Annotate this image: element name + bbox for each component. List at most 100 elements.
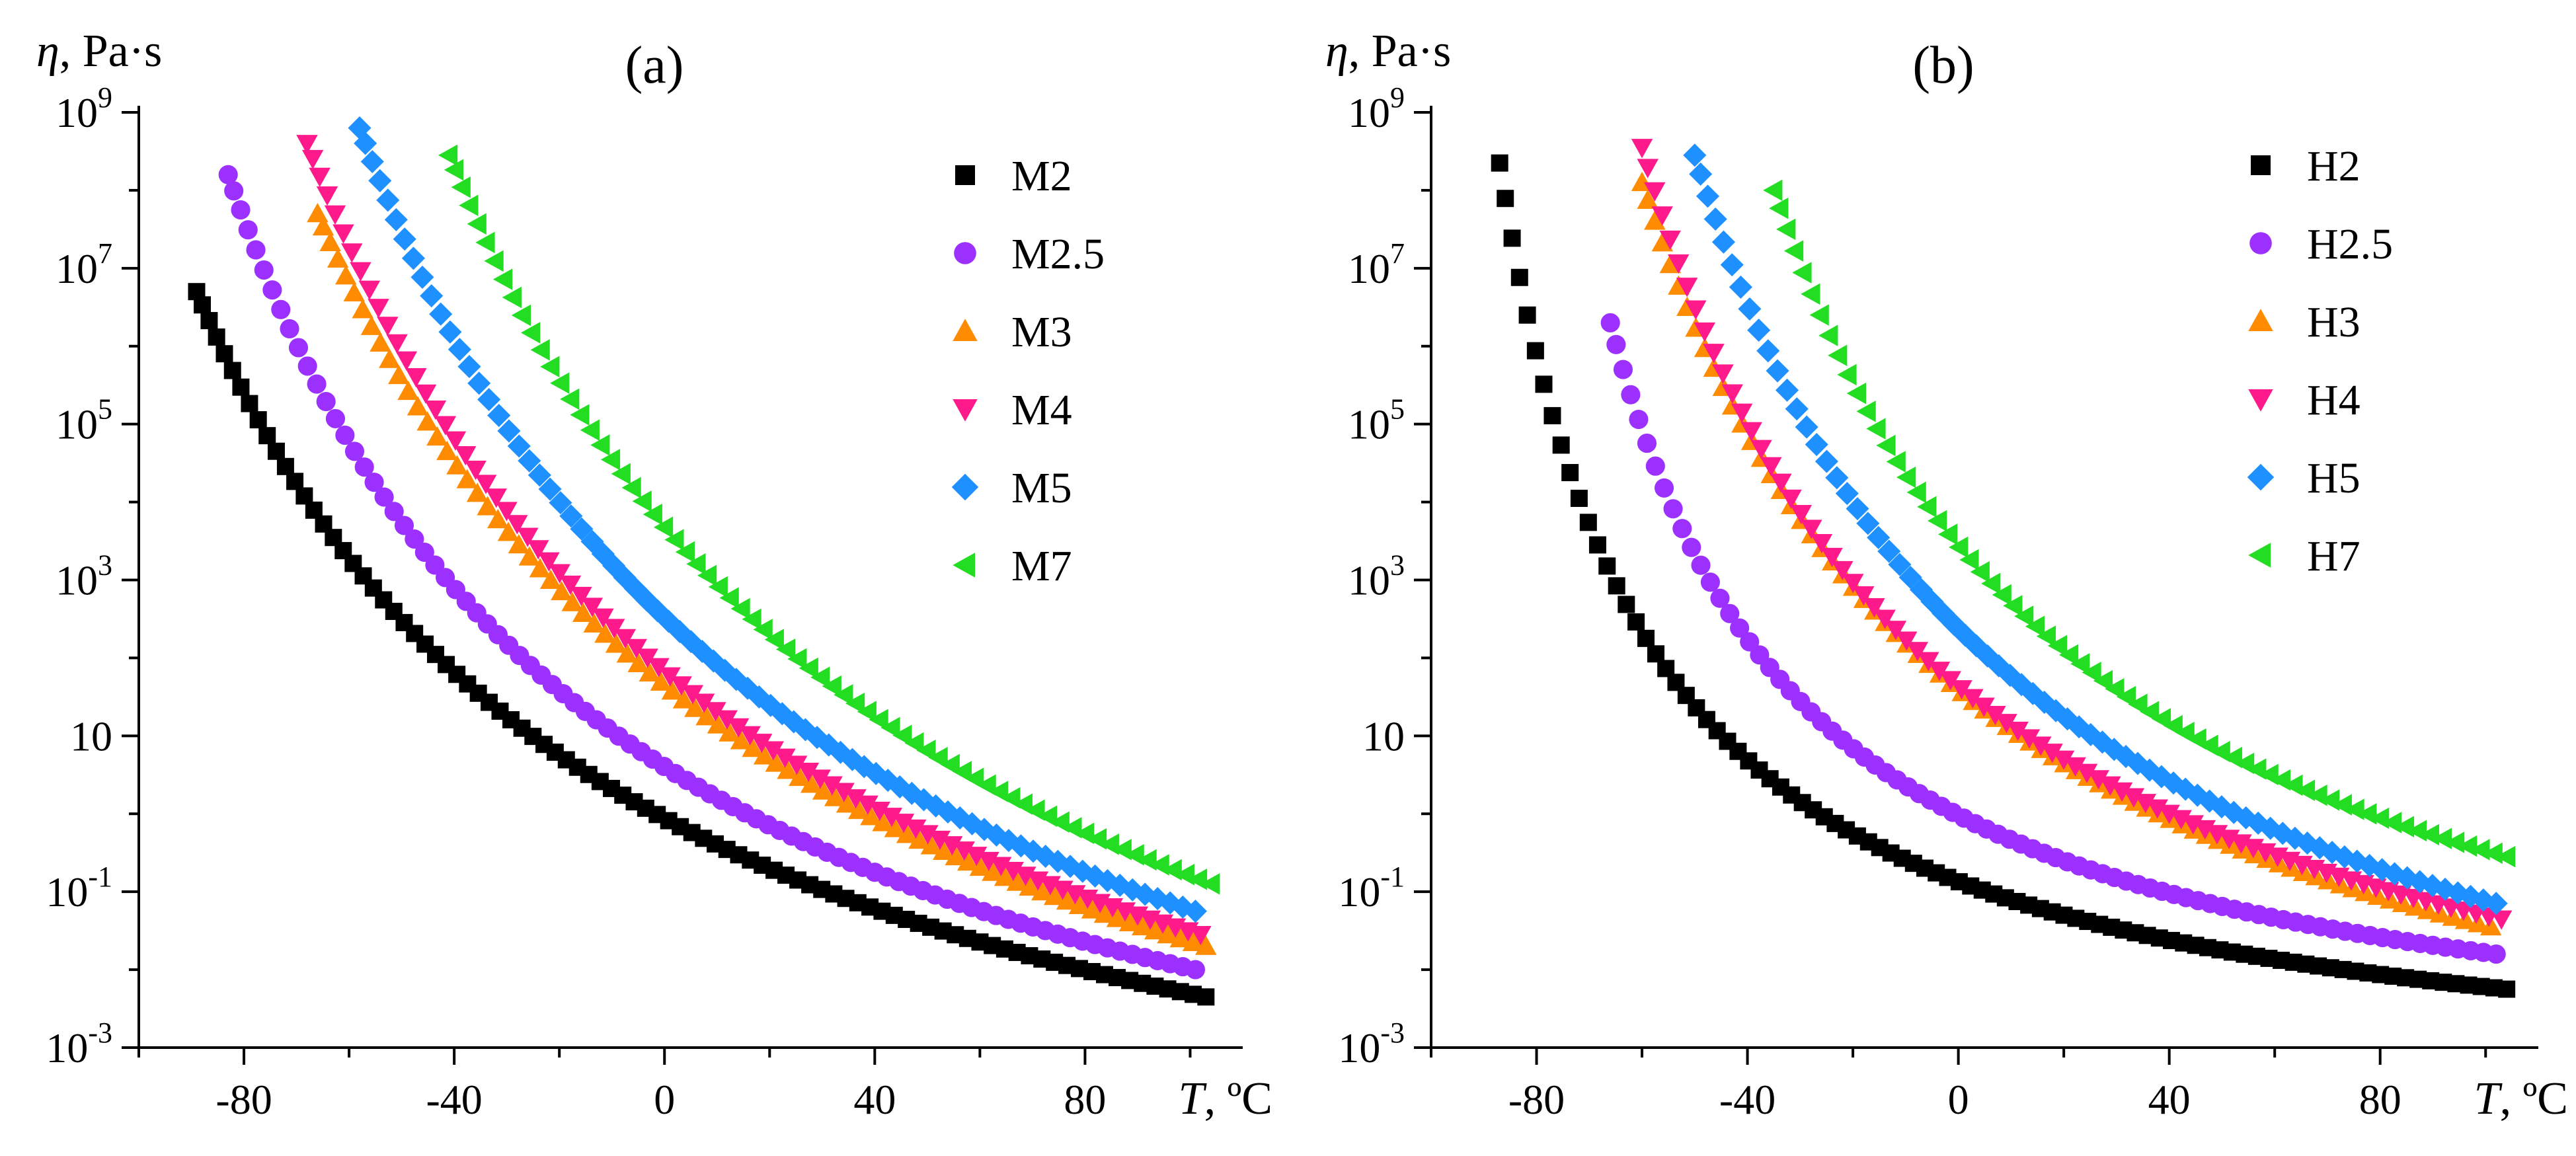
data-point: [2170, 810, 2192, 829]
y-tick-label: 103: [56, 549, 112, 604]
data-point: [1949, 536, 1969, 559]
data-point: [653, 516, 674, 538]
panel-label: (b): [1912, 36, 1974, 95]
data-point: [560, 388, 580, 410]
data-point: [538, 552, 560, 572]
data-point: [502, 286, 522, 309]
data-point: [393, 227, 416, 251]
data-point: [2394, 816, 2415, 837]
data-point: [1846, 497, 1869, 521]
data-point: [892, 724, 912, 746]
data-point: [822, 675, 841, 697]
data-point: [1756, 339, 1780, 363]
data-point: [246, 240, 266, 260]
data-point: [892, 814, 915, 833]
data-point: [1144, 920, 1166, 940]
data-point: [407, 396, 429, 416]
data-point: [376, 188, 400, 212]
data-point: [2194, 820, 2216, 840]
data-point: [643, 504, 662, 525]
data-point: [1928, 510, 1947, 532]
data-point: [1828, 344, 1848, 366]
data-point: [1981, 572, 2001, 595]
data-point: [1637, 159, 1659, 178]
data-point: [2146, 799, 2168, 819]
data-point: [693, 693, 715, 713]
data-point: [765, 752, 787, 772]
data-point: [2382, 812, 2402, 833]
data-point: [753, 745, 775, 765]
data-point: [477, 496, 498, 516]
data-point: [845, 692, 865, 714]
data-point: [539, 569, 562, 589]
data-point: [286, 473, 304, 490]
data-point: [2498, 980, 2516, 998]
data-point: [529, 558, 551, 578]
data-point: [335, 265, 357, 285]
data-point: [2432, 828, 2452, 850]
data-point: [1790, 505, 1813, 525]
data-point: [1877, 539, 1901, 563]
data-point: [1984, 705, 2006, 726]
legend-label: H2.5: [2307, 220, 2393, 268]
data-point: [632, 490, 652, 512]
data-point: [1730, 618, 1750, 638]
x-tick-label: 80: [2359, 1076, 2401, 1123]
data-point: [742, 608, 761, 631]
data-point: [1621, 385, 1641, 405]
data-point: [477, 387, 501, 412]
data-point: [559, 575, 582, 596]
data-point: [1721, 384, 1743, 404]
data-point: [368, 299, 389, 319]
data-point: [2396, 866, 2419, 890]
data-point: [2479, 915, 2502, 936]
data-point: [637, 648, 658, 668]
y-tick-exponent: 9: [98, 81, 112, 114]
data-point: [1846, 382, 1867, 405]
data-point: [1002, 861, 1024, 882]
data-point: [1769, 197, 1789, 219]
legend-marker: [2248, 309, 2273, 331]
data-point: [354, 457, 374, 477]
data-point: [857, 701, 877, 722]
data-point: [1006, 871, 1029, 891]
data-point: [1766, 359, 1789, 383]
data-point: [800, 773, 822, 793]
legend-label: M4: [1011, 386, 1072, 434]
data-point: [1712, 364, 1734, 384]
data-point: [1853, 586, 1875, 606]
data-point: [1959, 549, 1979, 571]
data-point: [2076, 763, 2098, 783]
data-point: [2355, 882, 2376, 902]
data-point: [550, 372, 570, 394]
data-point: [1918, 652, 1939, 672]
data-point: [1552, 436, 1570, 454]
data-point: [397, 380, 419, 401]
x-tick-label: 40: [2148, 1076, 2191, 1123]
data-point: [2056, 707, 2080, 731]
y-axis-symbol: η: [36, 26, 59, 77]
data-point: [1131, 915, 1153, 936]
data-point: [1776, 218, 1796, 241]
y-tick-exponent: 5: [1390, 393, 1405, 426]
y-tick-label: 105: [56, 393, 112, 448]
data-point: [1856, 512, 1880, 535]
data-point: [2259, 816, 2283, 840]
data-point: [848, 799, 870, 820]
y-tick-base: 10: [56, 401, 98, 448]
y-axis-symbol: η: [1325, 26, 1348, 77]
data-point: [1729, 275, 1752, 299]
data-point: [705, 702, 726, 722]
data-point: [1720, 603, 1740, 623]
data-point: [530, 339, 550, 361]
data-point: [1195, 935, 1217, 955]
data-point: [2342, 878, 2364, 898]
data-point: [1818, 325, 1838, 346]
data-point: [459, 194, 479, 216]
data-point: [231, 200, 251, 220]
data-point: [2490, 910, 2513, 930]
data-point: [675, 541, 695, 563]
legend-label: H4: [2307, 376, 2361, 424]
data-point: [215, 345, 233, 363]
